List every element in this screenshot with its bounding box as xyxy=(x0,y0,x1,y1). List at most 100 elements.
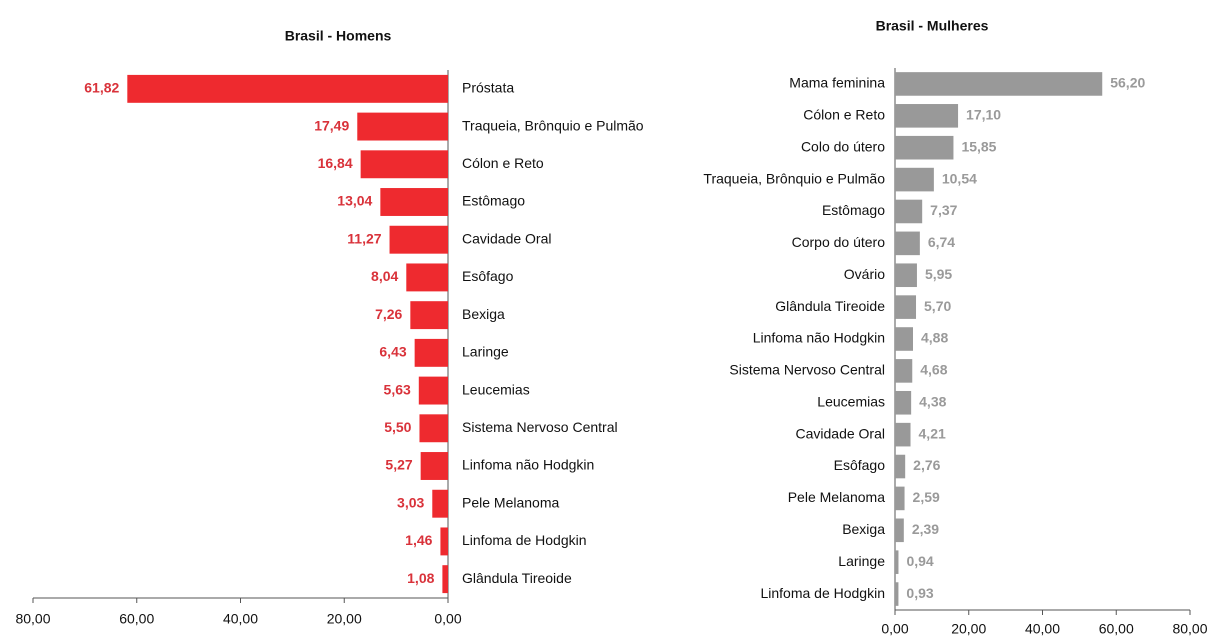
value-label: 6,74 xyxy=(928,234,955,250)
bar xyxy=(895,72,1103,96)
category-label: Estômago xyxy=(462,193,525,209)
bar xyxy=(895,263,917,288)
category-label: Leucemias xyxy=(462,381,530,397)
bar xyxy=(895,486,905,511)
category-label: Pele Melanoma xyxy=(462,494,559,510)
category-label: Laringe xyxy=(462,344,509,360)
category-label: Leucemias xyxy=(817,393,885,409)
category-label: Estômago xyxy=(822,202,885,218)
value-label: 5,63 xyxy=(384,381,411,397)
category-label: Esôfago xyxy=(462,268,514,284)
bar xyxy=(895,295,917,319)
bar xyxy=(895,135,954,160)
category-label: Cólon e Reto xyxy=(462,155,544,171)
category-label: Esôfago xyxy=(834,457,886,473)
category-label: Linfoma não Hodgkin xyxy=(753,330,885,346)
bar xyxy=(895,582,899,606)
category-label: Linfoma de Hodgkin xyxy=(462,532,587,548)
category-label: Colo do útero xyxy=(801,138,885,154)
bar xyxy=(895,327,913,351)
chart-title: Brasil - Homens xyxy=(285,28,392,44)
category-label: Bexiga xyxy=(842,521,885,537)
x-tick-label: 40,00 xyxy=(1025,621,1060,637)
value-label: 2,76 xyxy=(913,457,940,473)
category-label: Cavidade Oral xyxy=(462,230,552,246)
value-label: 3,03 xyxy=(397,494,424,510)
category-label: Corpo do útero xyxy=(792,234,886,250)
value-label: 8,04 xyxy=(371,268,398,284)
value-label: 56,20 xyxy=(1110,75,1145,91)
value-label: 4,88 xyxy=(921,330,948,346)
bar xyxy=(389,225,448,254)
category-label: Laringe xyxy=(838,553,885,569)
x-tick-label: 80,00 xyxy=(15,611,50,627)
category-label: Mama feminina xyxy=(789,75,885,91)
category-label: Bexiga xyxy=(462,306,505,322)
category-label: Linfoma não Hodgkin xyxy=(462,457,594,473)
value-label: 5,95 xyxy=(925,266,952,282)
category-label: Traqueia, Brônquio e Pulmão xyxy=(703,170,885,186)
value-label: 16,84 xyxy=(318,155,353,171)
bar xyxy=(419,414,448,443)
value-label: 7,26 xyxy=(375,306,402,322)
value-label: 4,38 xyxy=(919,393,946,409)
bar xyxy=(418,376,448,405)
category-label: Próstata xyxy=(462,80,514,96)
value-label: 5,70 xyxy=(924,298,951,314)
value-label: 61,82 xyxy=(84,80,119,96)
bar xyxy=(895,454,906,479)
value-label: 6,43 xyxy=(379,344,406,360)
bar xyxy=(357,112,448,141)
bar xyxy=(440,527,448,556)
category-label: Ovário xyxy=(844,266,885,282)
value-label: 2,59 xyxy=(913,489,940,505)
value-label: 15,85 xyxy=(961,138,996,154)
value-label: 11,27 xyxy=(347,230,381,246)
bar xyxy=(414,338,448,367)
x-tick-label: 40,00 xyxy=(223,611,258,627)
bar xyxy=(895,550,899,574)
bar xyxy=(360,150,448,179)
value-label: 10,54 xyxy=(942,170,977,186)
value-label: 1,46 xyxy=(405,532,432,548)
bar xyxy=(895,422,911,447)
value-label: 2,39 xyxy=(912,521,939,537)
value-label: 5,27 xyxy=(385,457,412,473)
value-label: 17,49 xyxy=(314,117,349,133)
value-label: 0,93 xyxy=(906,585,933,601)
bar xyxy=(127,74,448,103)
value-label: 5,50 xyxy=(384,419,411,435)
value-label: 7,37 xyxy=(930,202,957,218)
bar xyxy=(895,231,920,256)
bar xyxy=(895,518,904,543)
value-label: 13,04 xyxy=(337,193,372,209)
value-label: 1,08 xyxy=(407,570,434,586)
bar xyxy=(895,359,913,383)
bar xyxy=(895,104,959,128)
bar xyxy=(442,565,448,594)
category-label: Glândula Tireoide xyxy=(775,298,885,314)
value-label: 4,21 xyxy=(919,425,946,441)
category-label: Sistema Nervoso Central xyxy=(729,362,885,378)
bar xyxy=(420,452,448,480)
category-label: Glândula Tireoide xyxy=(462,570,572,586)
x-tick-label: 80,00 xyxy=(1172,621,1207,637)
bar xyxy=(895,390,912,415)
category-label: Traqueia, Brônquio e Pulmão xyxy=(462,117,644,133)
value-label: 0,94 xyxy=(906,553,933,569)
value-label: 17,10 xyxy=(966,107,1001,123)
bar xyxy=(895,167,934,192)
x-tick-label: 20,00 xyxy=(951,621,986,637)
x-tick-label: 60,00 xyxy=(1099,621,1134,637)
category-label: Pele Melanoma xyxy=(788,489,885,505)
bar xyxy=(380,188,448,216)
value-label: 4,68 xyxy=(920,362,947,378)
category-label: Cólon e Reto xyxy=(803,107,885,123)
x-tick-label: 0,00 xyxy=(434,611,461,627)
category-label: Cavidade Oral xyxy=(796,425,886,441)
chart-title: Brasil - Mulheres xyxy=(876,18,989,34)
bar xyxy=(432,489,448,518)
category-label: Linfoma de Hodgkin xyxy=(760,585,885,601)
bar xyxy=(406,263,448,292)
